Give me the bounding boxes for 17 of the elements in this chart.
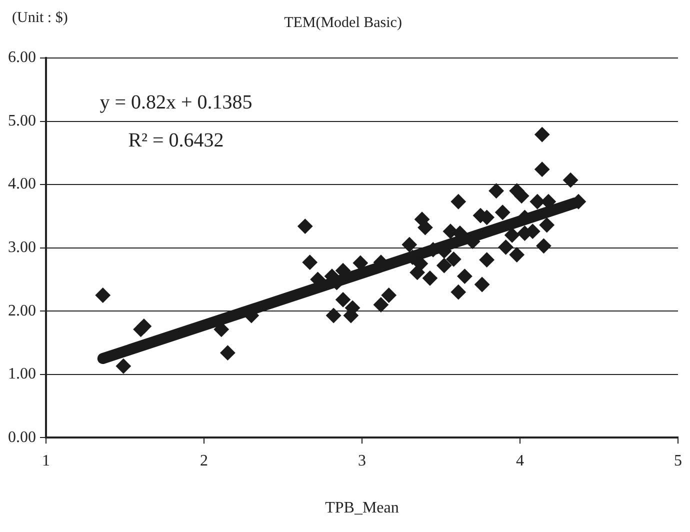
- annotation: y = 0.82x + 0.1385: [100, 91, 252, 114]
- x-tick-label: 2: [200, 452, 208, 470]
- x-tick-label: 4: [516, 452, 524, 470]
- y-tick-label: 6.00: [8, 49, 36, 66]
- y-tick-label: 2.00: [8, 302, 36, 320]
- y-tick-label: 4.00: [8, 176, 36, 193]
- x-axis-title: TPB_Mean: [325, 500, 399, 517]
- x-tick-label: 3: [358, 452, 366, 470]
- y-tick-label: 3.00: [8, 239, 36, 256]
- x-tick-label: 5: [674, 452, 682, 470]
- text: (Unit : $): [12, 10, 68, 26]
- annotation: R² = 0.6432: [128, 129, 224, 152]
- x-tick-label: 1: [42, 452, 50, 470]
- y-tick-label: 0.00: [8, 428, 36, 446]
- chart-title: TEM(Model Basic): [284, 14, 402, 31]
- y-tick-label: 5.00: [8, 112, 36, 130]
- y-tick-label: 1.00: [8, 366, 36, 383]
